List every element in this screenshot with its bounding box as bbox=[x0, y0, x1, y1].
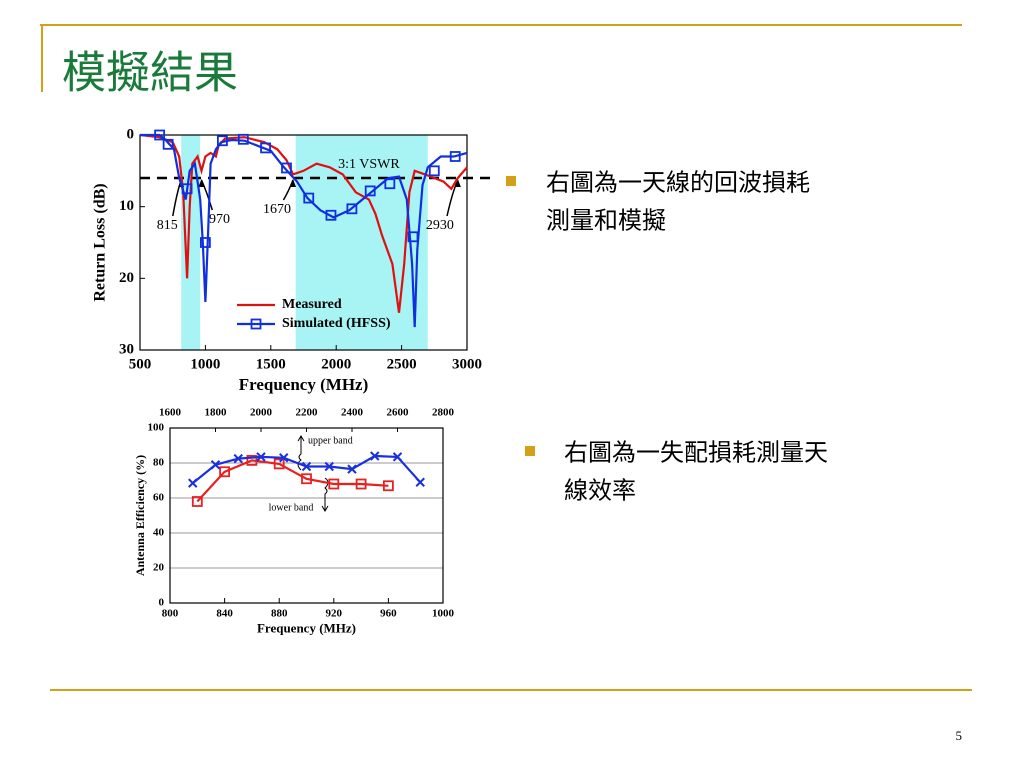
y-tick-label: 20 bbox=[153, 562, 165, 574]
marker bbox=[188, 478, 198, 488]
marker bbox=[301, 473, 312, 485]
x-tick-label: 2000 bbox=[321, 356, 351, 372]
band bbox=[181, 135, 201, 350]
annotation-arrow bbox=[297, 435, 305, 471]
bullet-icon bbox=[525, 446, 535, 456]
marker bbox=[191, 496, 203, 507]
marker bbox=[256, 452, 266, 462]
y-tick-label: 100 bbox=[148, 422, 165, 434]
marker bbox=[382, 480, 394, 492]
annotation: upper band bbox=[308, 435, 353, 446]
legend-label: Simulated (HFSS) bbox=[282, 316, 391, 331]
marker bbox=[162, 138, 174, 150]
x2-tick-label: 2000 bbox=[250, 407, 273, 419]
legend-label: Measured bbox=[282, 297, 342, 312]
x2-tick-label: 2400 bbox=[341, 407, 364, 419]
bullet-text: 右圖為一天線的回波損耗 bbox=[546, 169, 810, 197]
x-tick-label: 920 bbox=[326, 608, 343, 620]
marker bbox=[219, 466, 231, 478]
annotation: 1670 bbox=[263, 202, 291, 217]
y-tick-label: 30 bbox=[119, 341, 134, 357]
x-axis-label: Frequency (MHz) bbox=[257, 620, 356, 635]
x-axis-label: Frequency (MHz) bbox=[239, 375, 369, 394]
x-tick-label: 800 bbox=[162, 608, 179, 620]
y-tick-label: 20 bbox=[119, 270, 134, 286]
y-axis-label: Antenna Efficiency (%) bbox=[133, 455, 147, 576]
series-line bbox=[140, 133, 468, 328]
marker bbox=[384, 178, 396, 190]
marker bbox=[279, 453, 289, 463]
marker bbox=[246, 454, 258, 466]
y-tick-label: 40 bbox=[153, 527, 165, 539]
annotation: 2930 bbox=[426, 218, 454, 233]
marker bbox=[355, 478, 367, 490]
marker bbox=[154, 129, 166, 141]
marker bbox=[407, 231, 419, 243]
marker bbox=[181, 183, 193, 195]
reference-label: 3:1 VSWR bbox=[338, 157, 400, 172]
marker bbox=[260, 142, 271, 154]
marker bbox=[210, 460, 221, 470]
marker bbox=[392, 452, 403, 462]
marker bbox=[346, 203, 358, 215]
marker bbox=[364, 185, 376, 197]
x-tick-label: 1000 bbox=[432, 608, 455, 620]
slide-title: 模擬結果 bbox=[62, 48, 238, 99]
x-tick-label: 840 bbox=[216, 608, 233, 620]
y-axis-label: Return Loss (dB) bbox=[92, 183, 109, 301]
plot-frame bbox=[139, 134, 468, 351]
annotation: 970 bbox=[209, 212, 230, 227]
x2-tick-label: 2200 bbox=[296, 407, 319, 419]
marker bbox=[370, 451, 380, 461]
bullet-text: 右圖為一失配損耗測量天 bbox=[564, 439, 828, 467]
marker bbox=[217, 135, 228, 147]
marker bbox=[233, 453, 243, 464]
x-tick-label: 1000 bbox=[190, 356, 220, 372]
marker bbox=[303, 192, 315, 204]
marker bbox=[328, 478, 340, 490]
annotation-arrow bbox=[321, 477, 329, 512]
marker bbox=[449, 151, 461, 162]
marker bbox=[428, 165, 440, 177]
x-tick-label: 500 bbox=[129, 356, 152, 372]
marker bbox=[347, 464, 357, 474]
bullet-text: 測量和模擬 bbox=[546, 207, 666, 235]
x-tick-label: 960 bbox=[380, 608, 397, 620]
annotation-arrowhead bbox=[454, 179, 461, 187]
y-tick-label: 80 bbox=[153, 457, 165, 469]
marker bbox=[301, 461, 312, 472]
page-number: 5 bbox=[956, 728, 963, 743]
x-tick-label: 3000 bbox=[452, 356, 482, 372]
plot-frame bbox=[169, 427, 444, 604]
marker bbox=[415, 477, 425, 487]
x-tick-label: 1500 bbox=[256, 356, 286, 372]
marker bbox=[273, 458, 285, 470]
x2-tick-label: 1600 bbox=[159, 407, 182, 419]
x2-tick-label: 2800 bbox=[432, 407, 455, 419]
marker bbox=[324, 461, 334, 472]
marker bbox=[237, 133, 249, 145]
annotation: 815 bbox=[157, 218, 178, 233]
annotation-arrowhead bbox=[290, 179, 297, 187]
annotation-arrowhead bbox=[198, 179, 205, 187]
y-tick-label: 10 bbox=[119, 198, 134, 214]
bullet-icon bbox=[506, 176, 516, 186]
y-tick-label: 0 bbox=[159, 597, 165, 609]
y-tick-label: 0 bbox=[127, 126, 135, 142]
marker bbox=[325, 209, 337, 221]
x2-tick-label: 2600 bbox=[387, 407, 410, 419]
x-tick-label: 2500 bbox=[387, 356, 417, 372]
bullet-text: 線效率 bbox=[564, 477, 636, 505]
x2-tick-label: 1800 bbox=[205, 407, 228, 419]
annotation: lower band bbox=[269, 502, 314, 513]
y-tick-label: 60 bbox=[153, 492, 165, 504]
x-tick-label: 880 bbox=[271, 608, 288, 620]
marker bbox=[250, 318, 262, 330]
marker bbox=[281, 162, 292, 174]
marker bbox=[199, 237, 211, 248]
